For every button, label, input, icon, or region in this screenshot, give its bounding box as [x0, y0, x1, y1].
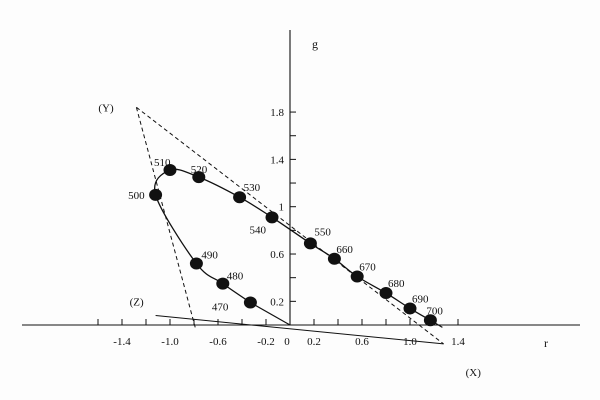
x-tick-label: -0.2	[257, 336, 274, 348]
wavelength-label-680: 680	[388, 278, 405, 290]
spectral-locus	[154, 168, 443, 328]
x-tick-label: 0.2	[307, 336, 321, 348]
point-470	[243, 296, 257, 309]
locus-tail-left	[250, 302, 291, 326]
y-tick-label: 1	[279, 202, 285, 214]
point-700	[423, 314, 437, 327]
point-680	[379, 287, 393, 300]
wavelength-label-530: 530	[244, 182, 261, 194]
point-520	[192, 171, 206, 184]
y-tick-label: 1.8	[270, 107, 284, 119]
wavelength-label-480: 480	[227, 271, 244, 283]
point-490	[189, 257, 203, 270]
point-500	[149, 188, 163, 201]
x-tick-label: 0.6	[355, 336, 369, 348]
y-tick-label: 0.6	[270, 249, 284, 261]
wavelength-label-670: 670	[359, 261, 376, 273]
point-480	[216, 277, 230, 290]
wavelength-label-700: 700	[426, 305, 443, 317]
point-690	[403, 302, 417, 315]
x-tick-label: 1.4	[451, 336, 465, 348]
labels: 470 480 490 500 510 520 530 540 550 660 670 680 6907…	[98, 102, 481, 379]
point-540	[265, 211, 279, 224]
wavelength-label-500: 500	[128, 190, 145, 202]
primary-label-x: (X)	[466, 367, 482, 379]
wavelength-label-520: 520	[191, 164, 208, 176]
point-530	[233, 191, 247, 204]
wavelength-label-660: 660	[336, 244, 353, 256]
wavelength-points	[149, 164, 437, 327]
x-tick-label: -1.0	[161, 336, 179, 348]
x-tick-label: -1.4	[113, 336, 131, 348]
y-tick-label: 1.4	[270, 154, 284, 166]
point-550	[303, 237, 317, 250]
point-670	[350, 270, 364, 283]
axes: -1.4 -1.0 -0.6 -0.2 0 0.2 0.6 1.0 1.4 0.2 0.6 1 1.4 1…	[22, 30, 580, 350]
x-tick-label: 1.0	[403, 336, 417, 348]
triangle-edge-y-x	[136, 106, 444, 345]
wavelength-label-550: 550	[314, 226, 331, 238]
y-axis-title: g	[312, 37, 318, 51]
point-660	[327, 252, 341, 265]
triangle-edge-z-x	[155, 315, 444, 345]
y-tick-label: 0.2	[270, 296, 284, 308]
x-axis-title: r	[544, 336, 548, 350]
wavelength-label-540: 540	[250, 224, 267, 236]
wavelength-label-470: 470	[212, 302, 229, 314]
primary-label-z: (Z)	[130, 297, 144, 309]
wavelength-label-510: 510	[154, 157, 171, 169]
point-510	[163, 164, 177, 177]
primary-label-y: (Y)	[98, 102, 114, 114]
wavelength-label-690: 690	[412, 293, 429, 305]
wavelength-label-490: 490	[201, 249, 218, 261]
x-tick-label: 0	[284, 336, 290, 348]
x-tick-label: -0.6	[209, 336, 227, 348]
